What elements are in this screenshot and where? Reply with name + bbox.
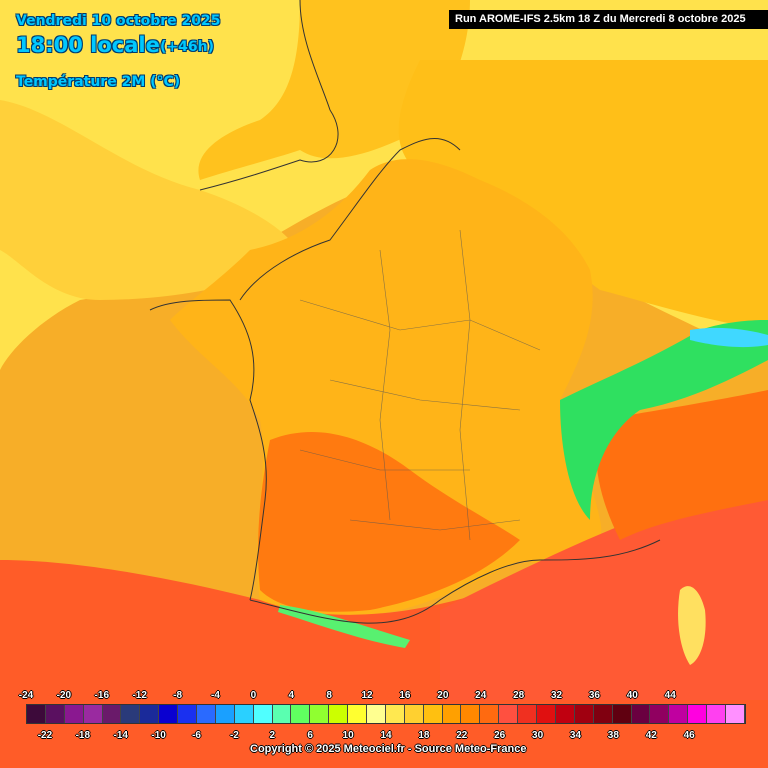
legend-swatch	[83, 705, 103, 723]
legend-tick-top: 16	[399, 690, 411, 701]
legend-tick-top: -20	[56, 690, 72, 701]
legend-swatch	[537, 705, 556, 723]
legend-tick-bottom: 26	[494, 730, 506, 741]
variable-label: Température 2M (°C)	[16, 74, 181, 90]
legend-tick-bottom: 46	[683, 730, 695, 741]
legend-swatch	[480, 705, 500, 723]
legend-tick-top: 12	[361, 690, 373, 701]
legend-tick-bottom: 42	[645, 730, 657, 741]
legend-tick-bottom: 30	[532, 730, 544, 741]
legend-tick-bottom: 14	[380, 730, 392, 741]
legend-swatch	[631, 705, 651, 723]
legend-swatch	[367, 705, 386, 723]
legend-swatch	[45, 705, 65, 723]
legend-swatch	[707, 705, 726, 723]
legend-tick-bottom: 10	[342, 730, 354, 741]
legend-swatch	[442, 705, 462, 723]
color-legend	[26, 704, 746, 724]
legend-swatch	[669, 705, 689, 723]
legend-swatch	[329, 705, 349, 723]
legend-swatch	[348, 705, 368, 723]
forecast-time: 18:00 locale	[16, 33, 160, 57]
legend-swatch	[102, 705, 122, 723]
borders	[299, 229, 541, 541]
legend-tick-top: 28	[513, 690, 525, 701]
copyright-text: Copyright © 2025 Meteociel.fr - Source M…	[250, 743, 527, 755]
legend-tick-top: -24	[18, 690, 34, 701]
legend-tick-top: 40	[626, 690, 638, 701]
legend-tick-bottom: 22	[456, 730, 468, 741]
legend-swatch	[385, 705, 405, 723]
legend-tick-bottom: -6	[192, 730, 201, 741]
legend-swatch	[291, 705, 311, 723]
legend-swatch	[555, 705, 575, 723]
benelux-germany	[398, 60, 768, 330]
legend-tick-bottom: 18	[418, 730, 430, 741]
legend-swatch	[64, 705, 84, 723]
southwest-warm	[258, 431, 520, 612]
legend-tick-bottom: 6	[307, 730, 313, 741]
legend-swatch	[272, 705, 292, 723]
legend-swatch	[310, 705, 330, 723]
legend-swatch	[140, 705, 160, 723]
legend-swatch	[461, 705, 481, 723]
legend-tick-top: 8	[326, 690, 332, 701]
pyrenees-cold	[278, 605, 410, 648]
legend-swatch	[178, 705, 198, 723]
legend-tick-top: -4	[211, 690, 220, 701]
legend-tick-bottom: -10	[151, 730, 166, 741]
run-info: Run AROME-IFS 2.5km 18 Z du Mercredi 8 o…	[449, 10, 768, 29]
legend-swatch	[27, 705, 46, 723]
legend-tick-top: 36	[588, 690, 600, 701]
legend-tick-bottom: -18	[75, 730, 91, 741]
legend-tick-bottom: 38	[607, 730, 619, 741]
legend-tick-top: -12	[132, 690, 147, 701]
legend-tick-bottom: 34	[569, 730, 582, 741]
corsica	[678, 586, 706, 665]
legend-swatch	[234, 705, 254, 723]
legend-swatch	[593, 705, 613, 723]
legend-swatch	[518, 705, 538, 723]
legend-tick-top: 24	[475, 690, 487, 701]
legend-swatch	[253, 705, 273, 723]
legend-tick-top: 4	[288, 690, 295, 701]
legend-swatch	[423, 705, 443, 723]
legend-swatch	[215, 705, 235, 723]
legend-tick-bottom: -22	[37, 730, 53, 741]
forecast-offset: (+46h)	[160, 39, 214, 55]
legend-tick-top: 32	[550, 690, 563, 701]
legend-tick-top: 44	[664, 690, 676, 701]
legend-swatch	[499, 705, 519, 723]
coastlines	[149, 0, 661, 624]
legend-tick-bottom: -14	[113, 730, 128, 741]
legend-tick-top: 20	[437, 690, 449, 701]
legend-swatch	[574, 705, 594, 723]
legend-swatch	[121, 705, 141, 723]
legend-swatch	[404, 705, 424, 723]
legend-tick-top: -8	[173, 690, 183, 701]
legend-swatch	[725, 705, 745, 723]
italy-warm	[596, 390, 768, 540]
legend-tick-top: 0	[250, 690, 257, 701]
legend-swatch	[650, 705, 670, 723]
alps-cold	[560, 320, 768, 520]
legend-swatch	[197, 705, 216, 723]
forecast-date: Vendredi 10 octobre 2025	[16, 13, 221, 29]
legend-swatch	[159, 705, 179, 723]
alps-snow	[690, 327, 768, 348]
atlantic-mild-zone	[0, 100, 300, 300]
legend-swatch	[688, 705, 708, 723]
legend-tick-top: -16	[94, 690, 110, 701]
legend-swatch	[612, 705, 632, 723]
legend-tick-bottom: -2	[229, 730, 239, 741]
legend-tick-bottom: 2	[269, 730, 276, 741]
